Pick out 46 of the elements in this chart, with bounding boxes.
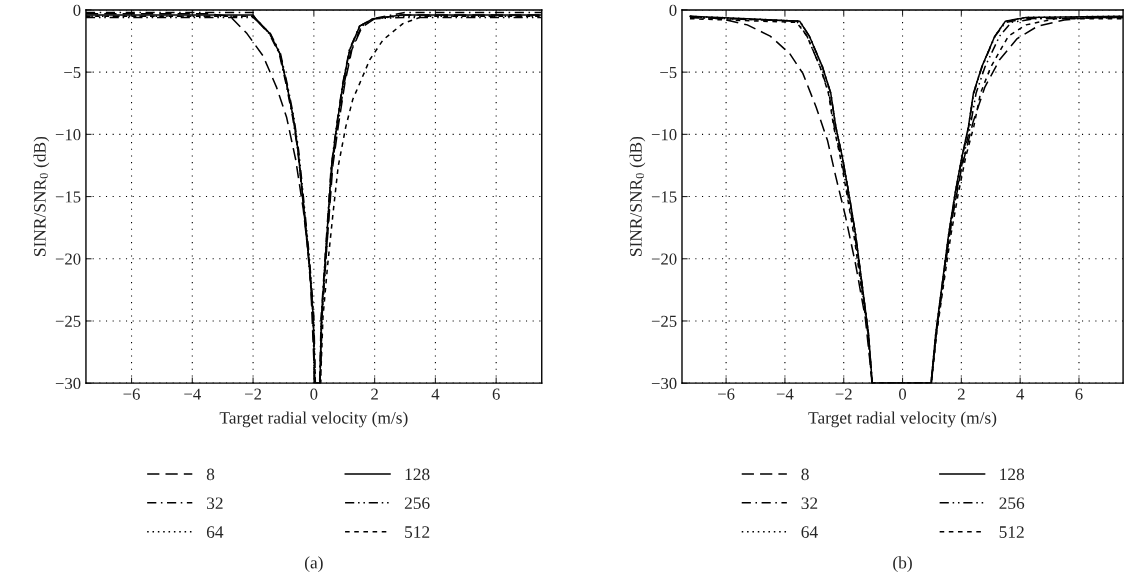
legend-label: 256 <box>999 497 1025 510</box>
legend-label: 256 <box>404 497 430 510</box>
x-axis-title: Target radial velocity (m/s) <box>219 411 408 428</box>
x-tick-label: 0 <box>899 388 907 400</box>
y-tick-label: −25 <box>55 315 81 327</box>
y-tick-label: −10 <box>55 129 81 141</box>
y-tick-label: 0 <box>73 4 81 16</box>
legend-label: 64 <box>206 526 224 538</box>
x-tick-label: 2 <box>371 388 378 400</box>
legend-label: 128 <box>1000 468 1025 481</box>
y-tick-label: −15 <box>651 191 677 203</box>
y-tick-label: −25 <box>651 315 677 327</box>
x-tick-label: −6 <box>718 388 735 400</box>
legend-label: 8 <box>206 468 215 481</box>
x-tick-label: −2 <box>245 388 262 400</box>
legend-label: 128 <box>405 468 430 481</box>
legend-label: 512 <box>405 526 430 538</box>
text: (a) <box>304 556 323 573</box>
y-tick-label: −5 <box>64 67 81 79</box>
y-tick-label: −20 <box>55 253 81 265</box>
x-tick-label: 4 <box>1016 388 1025 400</box>
legend-label: 512 <box>999 526 1024 538</box>
y-tick-label: −20 <box>651 253 677 265</box>
legend-label: 32 <box>207 497 223 510</box>
legend-label: 8 <box>801 468 809 481</box>
x-tick-label: −6 <box>123 388 140 400</box>
y-axis-title: SINR/SNR$_{0}$ (dB) <box>33 136 50 256</box>
y-tick-label: −5 <box>660 67 677 79</box>
y-tick-label: −15 <box>55 191 81 203</box>
x-tick-label: 0 <box>310 388 318 400</box>
x-tick-label: 2 <box>957 388 965 400</box>
y-tick-label: 0 <box>669 4 677 16</box>
x-tick-label: 6 <box>492 388 500 400</box>
text: (b) <box>893 556 912 573</box>
legend-label: 64 <box>801 526 818 538</box>
y-tick-label: −10 <box>651 129 677 141</box>
x-axis-title: Target radial velocity (m/s) <box>808 411 997 428</box>
x-tick-label: −2 <box>835 388 852 400</box>
y-tick-label: −30 <box>55 377 81 390</box>
x-tick-label: −4 <box>776 388 794 400</box>
x-tick-label: 6 <box>1075 388 1083 400</box>
y-axis-title: SINR/SNR$_{0}$ (dB) <box>629 136 646 256</box>
x-tick-label: 4 <box>431 388 440 400</box>
x-tick-label: −4 <box>184 388 201 400</box>
legend-label: 32 <box>801 497 818 510</box>
y-tick-label: −30 <box>651 377 677 390</box>
